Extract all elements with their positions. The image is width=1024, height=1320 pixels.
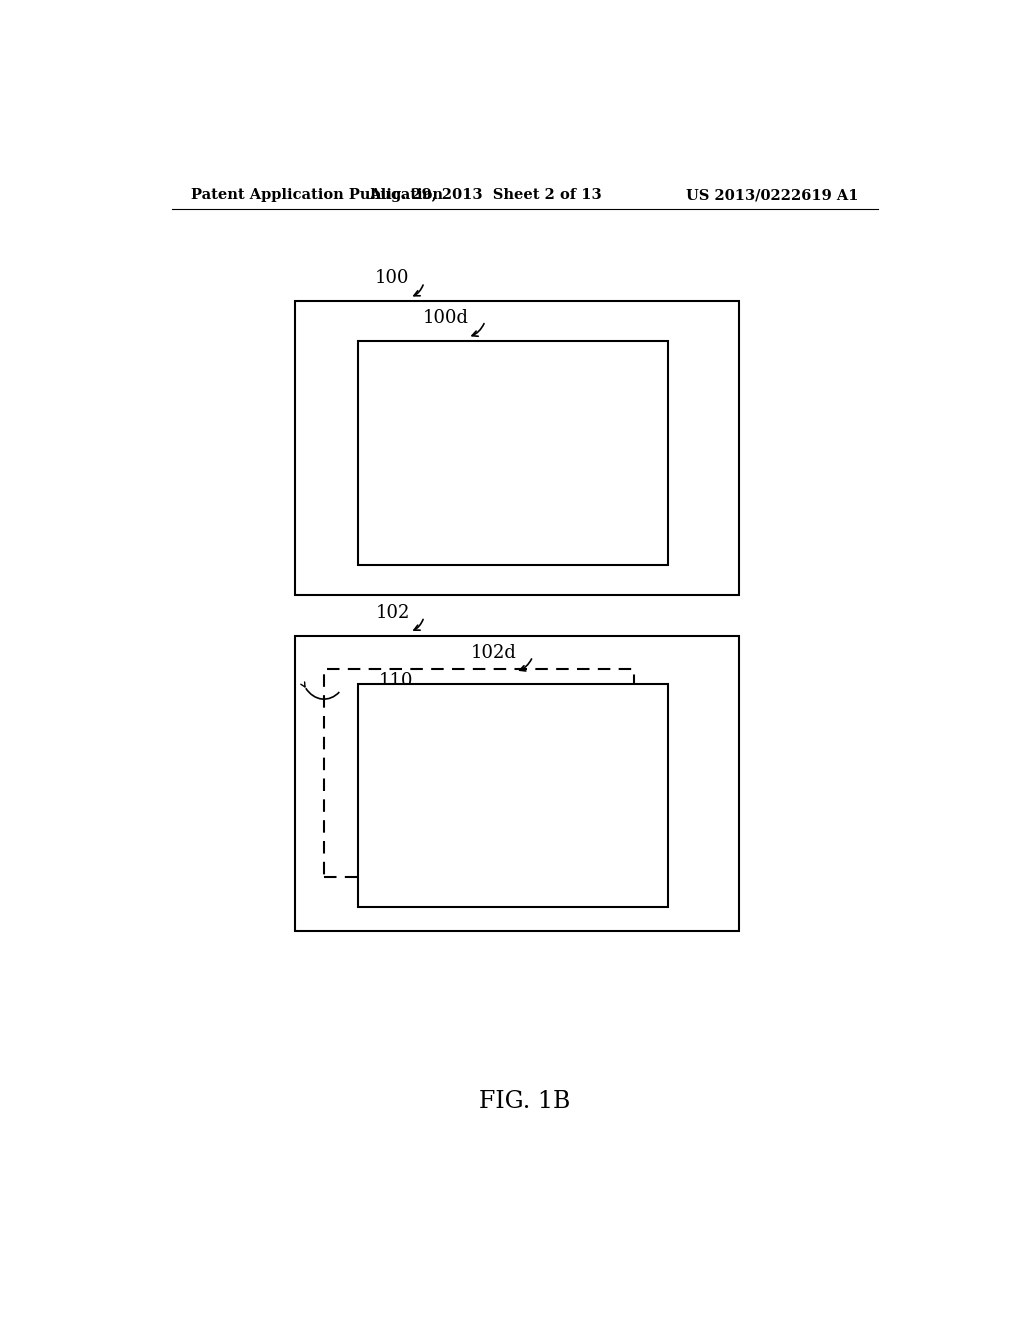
- Text: Patent Application Publication: Patent Application Publication: [191, 189, 443, 202]
- Text: 100d: 100d: [423, 309, 469, 327]
- Bar: [358, 342, 668, 565]
- Bar: [295, 636, 739, 931]
- Text: 102: 102: [376, 603, 410, 622]
- Text: 100: 100: [375, 269, 410, 288]
- Text: Aug. 29, 2013  Sheet 2 of 13: Aug. 29, 2013 Sheet 2 of 13: [369, 189, 601, 202]
- Text: FIG. 1B: FIG. 1B: [479, 1090, 570, 1113]
- Bar: [324, 669, 634, 876]
- Text: US 2013/0222619 A1: US 2013/0222619 A1: [686, 189, 858, 202]
- Bar: [295, 301, 739, 595]
- Bar: [358, 684, 668, 907]
- Text: 102d: 102d: [471, 644, 517, 663]
- Text: 110: 110: [379, 672, 414, 690]
